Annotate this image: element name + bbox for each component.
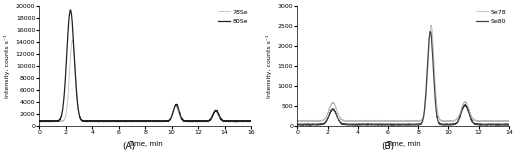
Se78 [294, 120, 300, 122]
80Se [241, 120, 248, 122]
Legend: Se78, Se80: Se78, Se80 [475, 8, 507, 25]
Se80 [448, 123, 454, 125]
Text: (B): (B) [381, 143, 394, 151]
Se78 [383, 120, 389, 122]
Se78 [489, 120, 495, 122]
Se80 [506, 123, 512, 125]
78Se [125, 120, 131, 122]
78Se [127, 120, 133, 122]
78Se [91, 121, 97, 123]
Se78 [355, 121, 361, 123]
78Se [137, 120, 143, 122]
Se80 [385, 124, 391, 125]
Se80 [314, 124, 320, 126]
Se80 [499, 124, 506, 125]
80Se [125, 120, 131, 122]
Se78 [448, 120, 454, 122]
80Se [36, 120, 42, 122]
Se78 [499, 120, 506, 122]
78Se [241, 120, 248, 122]
80Se [108, 121, 114, 123]
78Se [231, 120, 237, 122]
Legend: 78Se, 80Se: 78Se, 80Se [217, 8, 249, 25]
Se80 [427, 31, 433, 32]
Line: 80Se: 80Se [39, 10, 251, 122]
Text: (A): (A) [123, 143, 136, 151]
80Se [190, 120, 196, 122]
Y-axis label: Intensity, counts s⁻¹: Intensity, counts s⁻¹ [266, 34, 272, 98]
Line: Se80: Se80 [297, 32, 509, 125]
80Se [127, 120, 133, 122]
Y-axis label: Intensity, counts s⁻¹: Intensity, counts s⁻¹ [4, 34, 10, 98]
X-axis label: Time, min: Time, min [128, 141, 162, 147]
Se78 [385, 120, 391, 122]
Se80 [383, 124, 389, 125]
Line: Se78: Se78 [297, 25, 509, 122]
78Se [248, 120, 254, 122]
80Se [67, 9, 73, 11]
Se80 [294, 124, 300, 125]
78Se [190, 120, 196, 122]
Se78 [506, 120, 512, 122]
80Se [137, 120, 143, 122]
X-axis label: Time, min: Time, min [386, 141, 420, 147]
Se78 [428, 24, 434, 26]
Se78 [395, 120, 401, 122]
Se80 [395, 124, 401, 125]
80Se [231, 120, 237, 122]
78Se [69, 39, 75, 41]
80Se [248, 120, 254, 122]
78Se [36, 120, 42, 122]
Line: 78Se: 78Se [39, 40, 251, 122]
Se80 [489, 124, 495, 125]
